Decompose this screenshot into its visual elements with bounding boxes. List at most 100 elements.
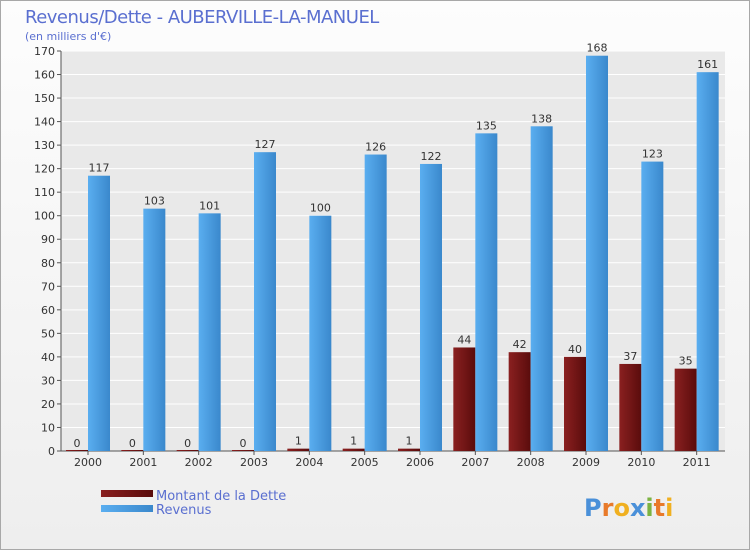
chart-title: Revenus/Dette - AUBERVILLE-LA-MANUEL: [25, 7, 379, 28]
bar-debt: [287, 448, 310, 451]
logo-letter: i: [645, 494, 653, 522]
x-tick-label: 2009: [572, 456, 600, 469]
bar-revenus: [420, 163, 442, 452]
data-label-revenus: 135: [476, 119, 497, 132]
bar-revenus: [641, 161, 664, 451]
y-tick-label: 100: [34, 210, 55, 223]
y-tick-label: 40: [41, 351, 55, 364]
y-tick-label: 0: [48, 445, 55, 458]
bars-layer: [66, 55, 719, 452]
chart-subtitle: (en milliers d'€): [25, 30, 111, 43]
bar-debt: [453, 347, 476, 451]
logo-letter: P: [584, 494, 602, 522]
data-label-revenus: 122: [421, 150, 442, 163]
bar-debt: [342, 448, 365, 451]
legend: Montant de la Dette Revenus: [101, 489, 286, 518]
y-tick-label: 90: [41, 233, 55, 246]
y-tick-label: 170: [34, 45, 55, 58]
y-tick-label: 130: [34, 139, 55, 152]
data-label-debt: 0: [184, 437, 191, 450]
bar-debt: [508, 352, 531, 451]
grid-layer: 0102030405060708090100110120130140150160…: [34, 45, 725, 458]
data-label-debt: 44: [457, 333, 471, 346]
logo-letter: t: [654, 494, 665, 522]
data-label-debt: 42: [513, 338, 527, 351]
bar-revenus: [475, 133, 498, 451]
y-tick-label: 150: [34, 92, 55, 105]
bar-revenus: [364, 154, 387, 451]
data-label-debt: 35: [679, 355, 693, 368]
data-label-debt: 37: [623, 350, 637, 363]
data-label-debt: 0: [240, 437, 247, 450]
logo-letter: o: [613, 494, 630, 522]
bar-revenus: [309, 215, 332, 451]
data-label-debt: 40: [568, 343, 582, 356]
logo-letter: r: [602, 494, 614, 522]
x-tick-label: 2007: [461, 456, 489, 469]
y-tick-label: 10: [41, 421, 55, 434]
y-tick-label: 120: [34, 163, 55, 176]
y-tick-label: 30: [41, 374, 55, 387]
bar-debt: [176, 450, 199, 451]
data-label-revenus: 126: [365, 141, 386, 154]
bar-revenus: [88, 175, 110, 452]
y-tick-label: 20: [41, 398, 55, 411]
x-tick-label: 2000: [74, 456, 102, 469]
data-label-debt: 1: [295, 435, 302, 448]
legend-swatch-revenus: [101, 505, 153, 512]
x-tick-label: 2004: [295, 456, 323, 469]
y-tick-label: 60: [41, 304, 55, 317]
data-label-revenus: 117: [89, 162, 110, 175]
data-label-revenus: 127: [255, 138, 276, 151]
data-label-revenus: 100: [310, 202, 331, 215]
y-tick-label: 80: [41, 257, 55, 270]
logo-text: Proxiti: [584, 494, 673, 522]
legend-swatch-debt: [101, 490, 153, 497]
data-label-debt: 1: [350, 435, 357, 448]
logo-letter: i: [665, 494, 673, 522]
data-label-revenus: 138: [531, 112, 552, 125]
bar-revenus: [254, 152, 276, 452]
y-tick-label: 160: [34, 69, 55, 82]
bar-revenus: [696, 72, 719, 452]
data-label-debt: 0: [129, 437, 136, 450]
legend-label-debt: Montant de la Dette: [156, 489, 286, 504]
x-tick-label: 2011: [683, 456, 711, 469]
x-tick-label: 2006: [406, 456, 434, 469]
bar-debt: [398, 448, 420, 451]
y-tick-label: 70: [41, 280, 55, 293]
x-tick-label: 2001: [129, 456, 157, 469]
data-label-revenus: 161: [697, 58, 718, 71]
data-label-revenus: 168: [587, 42, 608, 55]
bar-debt: [232, 450, 254, 451]
y-tick-label: 110: [34, 186, 55, 199]
data-label-revenus: 101: [199, 199, 220, 212]
plot-area: [61, 51, 725, 451]
legend-label-revenus: Revenus: [156, 503, 212, 518]
data-label-revenus: 123: [642, 148, 663, 161]
x-tick-label: 2005: [351, 456, 379, 469]
y-tick-label: 140: [34, 116, 55, 129]
bar-debt: [564, 356, 586, 451]
data-label-debt: 0: [74, 437, 81, 450]
data-label-revenus: 103: [144, 195, 165, 208]
proxiti-logo: Proxiti: [584, 494, 673, 522]
bar-revenus: [198, 213, 221, 451]
labels-layer: 2000 0 117 2001 0 103 2002 0 101 2003 0 127 2004 1 100…: [74, 42, 719, 469]
bar-debt: [66, 450, 88, 451]
bar-debt: [674, 368, 697, 451]
x-tick-label: 2010: [627, 456, 655, 469]
bar-debt: [121, 450, 144, 451]
x-tick-label: 2003: [240, 456, 268, 469]
x-tick-label: 2008: [517, 456, 545, 469]
bar-revenus: [530, 126, 553, 451]
bar-debt: [619, 363, 642, 451]
bar-revenus: [143, 208, 166, 451]
x-tick-label: 2002: [185, 456, 213, 469]
bar-revenus: [586, 55, 608, 452]
logo-letter: x: [630, 494, 646, 522]
data-label-debt: 1: [406, 435, 413, 448]
y-tick-label: 50: [41, 327, 55, 340]
